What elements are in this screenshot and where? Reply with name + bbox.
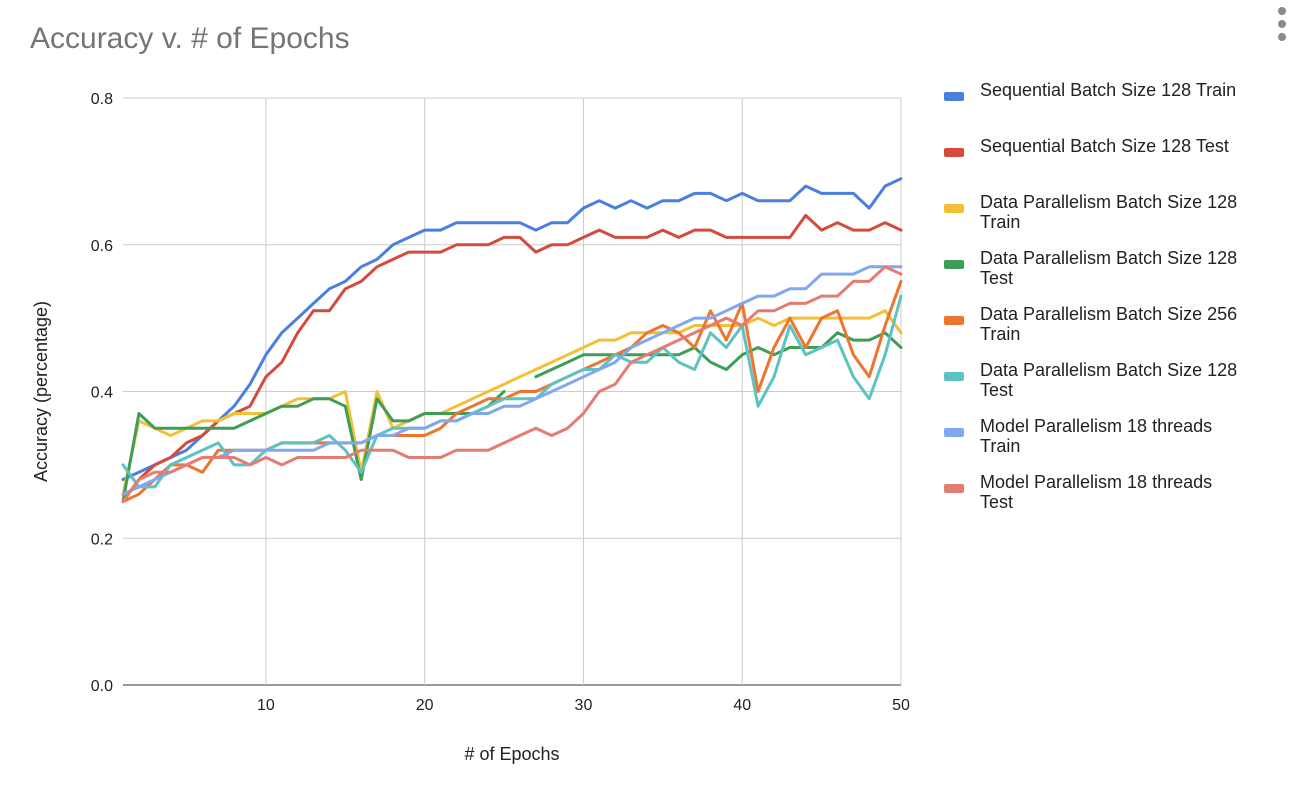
legend-swatch: [944, 260, 964, 269]
legend-label: Data Parallelism Batch Size 256 Train: [980, 304, 1280, 344]
series-line-7: [121, 265, 903, 496]
legend-label-line: Data Parallelism Batch Size 128: [980, 192, 1238, 212]
y-tick-label: 0.8: [91, 91, 113, 108]
series-line-8: [121, 265, 903, 504]
legend-label-line: Sequential Batch Size 128 Test: [980, 136, 1229, 156]
legend-label-line: Test: [980, 268, 1014, 288]
legend-swatch: [944, 316, 964, 325]
y-axis-title: Accuracy (percentage): [31, 301, 51, 482]
x-tick-label: 40: [733, 697, 751, 714]
menu-dot: [1278, 20, 1286, 28]
legend-label: Data Parallelism Batch Size 128 Train: [980, 192, 1280, 232]
more-vert-icon[interactable]: [1270, 4, 1294, 44]
legend-label-line: Sequential Batch Size 128 Train: [980, 80, 1237, 100]
series-line-1: [121, 177, 903, 481]
legend-label: Model Parallelism 18 threads Train: [980, 416, 1280, 456]
legend-label-line: Test: [980, 492, 1014, 512]
legend-swatch: [944, 428, 964, 437]
x-tick-label: 10: [257, 697, 275, 714]
legend-swatch: [944, 372, 964, 381]
menu-dot: [1278, 33, 1286, 41]
chart-title: Accuracy v. # of Epochs: [30, 22, 350, 55]
x-axis-title: # of Epochs: [464, 744, 559, 764]
legend-label: Data Parallelism Batch Size 128 Test: [980, 248, 1280, 288]
legend-label-line: Data Parallelism Batch Size 256: [980, 304, 1238, 324]
legend-label-line: Data Parallelism Batch Size 128: [980, 360, 1238, 380]
legend-swatch: [944, 148, 964, 157]
y-tick-label: 0.6: [91, 238, 113, 255]
y-tick-label: 0.0: [91, 678, 113, 695]
x-tick-label: 20: [416, 697, 434, 714]
series-line-2: [121, 213, 903, 504]
legend-label-line: Data Parallelism Batch Size 128: [980, 248, 1238, 268]
menu-dot: [1278, 7, 1286, 15]
series-line-3: [121, 309, 903, 496]
legend-label-line: Train: [980, 436, 1021, 456]
legend-label-line: Train: [980, 324, 1021, 344]
y-tick-label: 0.4: [91, 385, 113, 402]
legend-label-line: Test: [980, 380, 1014, 400]
legend-swatch: [944, 92, 964, 101]
y-tick-label: 0.2: [91, 531, 113, 548]
legend-label-line: Train: [980, 212, 1021, 232]
legend-label: Sequential Batch Size 128 Test: [980, 136, 1280, 156]
legend-label-line: Model Parallelism 18 threads: [980, 416, 1213, 436]
x-tick-label: 30: [575, 697, 593, 714]
legend-label: Data Parallelism Batch Size 128 Test: [980, 360, 1280, 400]
legend-swatch: [944, 204, 964, 213]
legend-label-line: Model Parallelism 18 threads: [980, 472, 1213, 492]
legend-label: Sequential Batch Size 128 Train: [980, 80, 1280, 100]
x-tick-label: 50: [892, 697, 910, 714]
legend-label: Model Parallelism 18 threads Test: [980, 472, 1280, 512]
legend-swatch: [944, 484, 964, 493]
line-chart: 0.0 0.2 0.4 0.6 0.8 10 20 30 40 50 # of Epochs Accu…: [31, 91, 910, 764]
series-line-4: [121, 331, 903, 504]
